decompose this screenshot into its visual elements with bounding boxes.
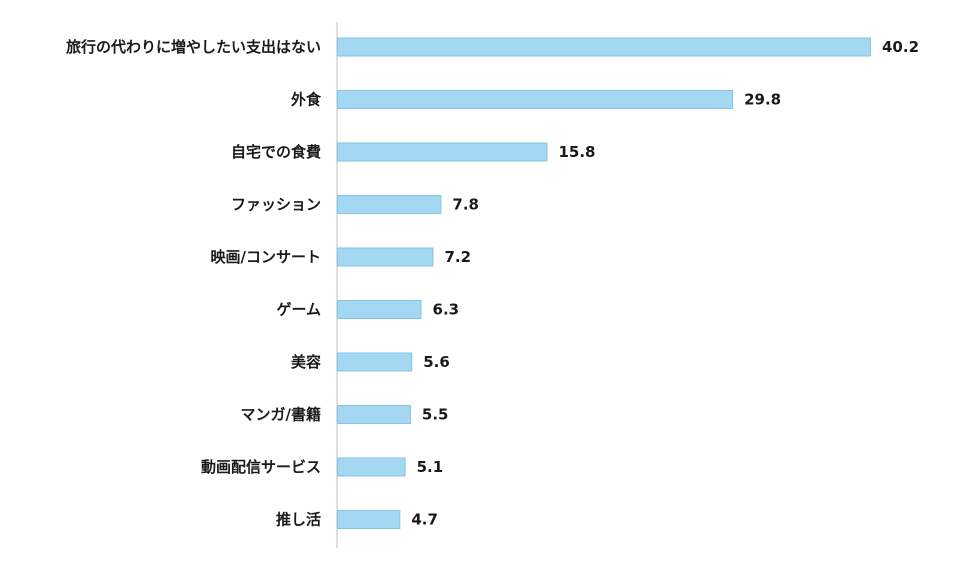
bar bbox=[337, 37, 871, 57]
value-label: 4.7 bbox=[411, 511, 438, 529]
bar bbox=[337, 195, 442, 214]
value-label: 5.5 bbox=[422, 406, 449, 424]
value-label: 7.8 bbox=[452, 196, 479, 214]
bar bbox=[337, 510, 401, 529]
bar bbox=[337, 300, 422, 319]
bar bbox=[337, 352, 413, 372]
bar bbox=[337, 247, 434, 267]
value-label: 5.1 bbox=[417, 458, 444, 476]
value-label: 6.3 bbox=[433, 301, 460, 319]
value-label: 5.6 bbox=[423, 353, 450, 371]
bar bbox=[337, 457, 406, 477]
value-label: 40.2 bbox=[882, 38, 919, 56]
category-label: 動画配信サービス bbox=[201, 458, 321, 476]
value-label: 15.8 bbox=[558, 143, 595, 161]
category-label: ファッション bbox=[231, 196, 321, 214]
value-label: 7.2 bbox=[444, 248, 471, 266]
bar bbox=[337, 142, 548, 162]
category-label: ゲーム bbox=[276, 301, 321, 319]
category-label: 旅行の代わりに増やしたい支出はない bbox=[66, 38, 321, 56]
bar bbox=[337, 90, 734, 109]
category-label: マンガ/書籍 bbox=[241, 406, 321, 424]
value-label: 29.8 bbox=[744, 91, 781, 109]
category-label: 映画/コンサート bbox=[211, 248, 321, 266]
category-label: 自宅での食費 bbox=[231, 143, 321, 161]
bar bbox=[337, 405, 411, 424]
category-label: 外食 bbox=[290, 91, 322, 109]
category-label: 美容 bbox=[291, 353, 321, 371]
category-label: 推し活 bbox=[276, 511, 321, 529]
